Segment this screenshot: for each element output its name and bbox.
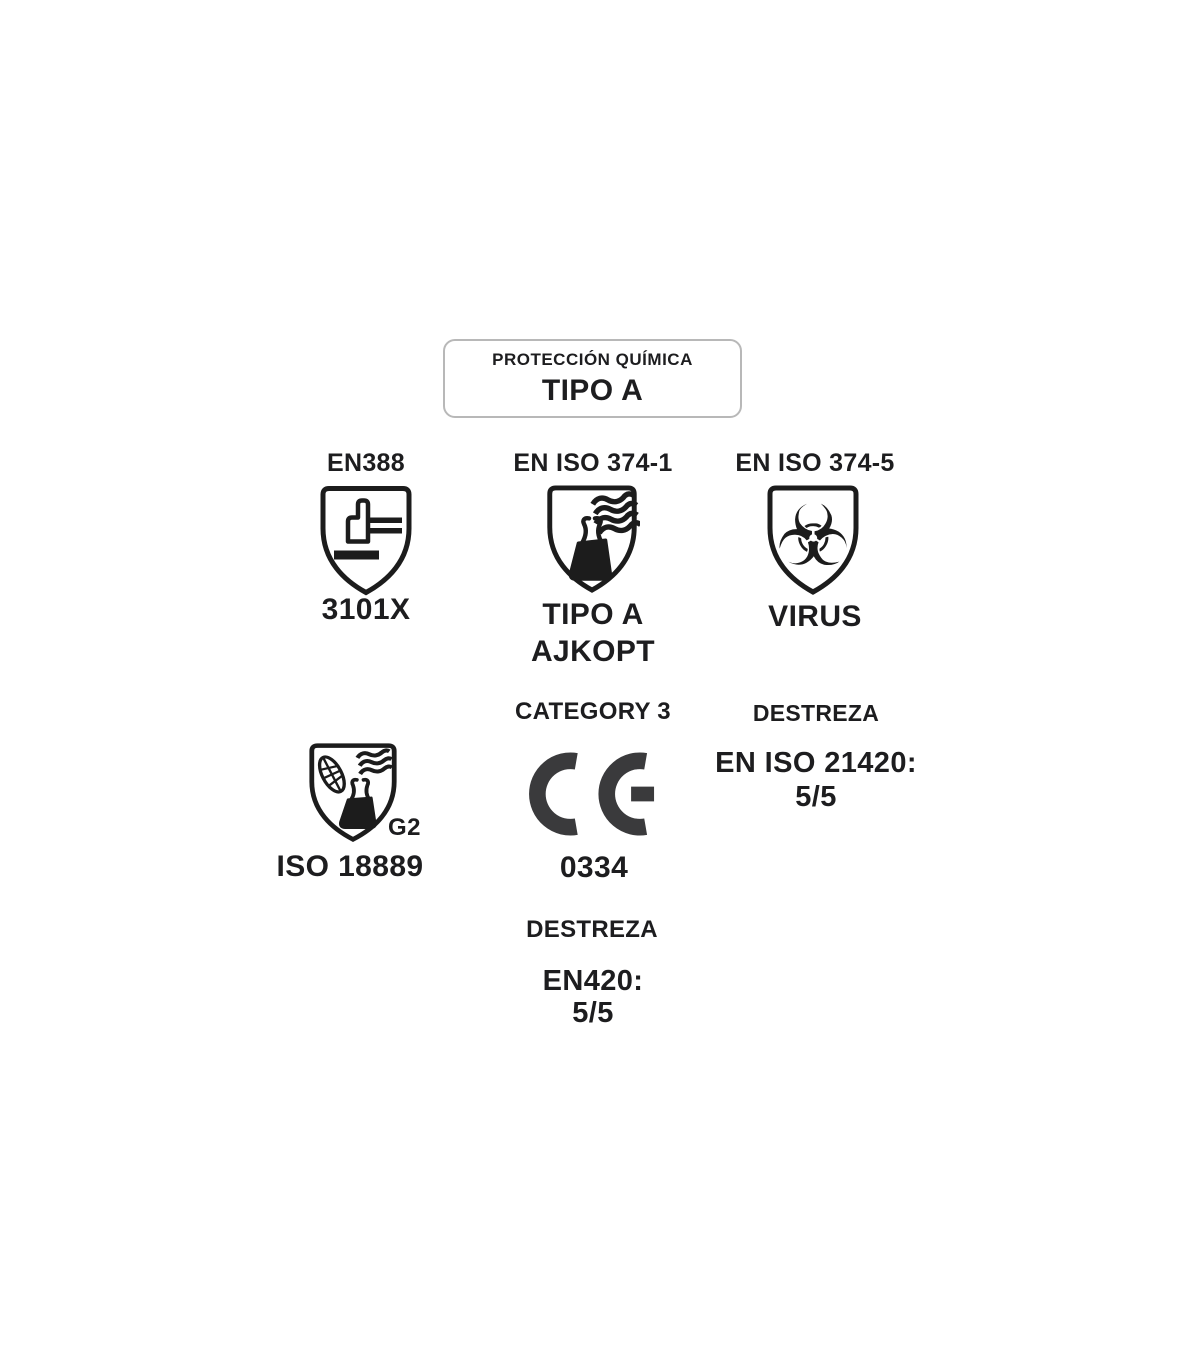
eniso374-1-standard-label: EN ISO 374-1 xyxy=(513,449,673,477)
ce-category-label: CATEGORY 3 xyxy=(515,698,671,725)
dexterity-rating-value: 5/5 xyxy=(795,781,837,813)
biohazard-shield: ☣ xyxy=(765,484,861,596)
en388-standard-label: EN388 xyxy=(327,449,405,477)
dexterity-label: DESTREZA xyxy=(752,700,880,726)
eniso374-1-type-value: TIPO A xyxy=(542,598,644,631)
protection-category-label: PROTECCIÓN QUÍMICA xyxy=(492,349,693,369)
eniso374-1-chemicals-value: AJKOPT xyxy=(530,635,656,668)
bottom-dexterity-rating-value: 5/5 xyxy=(572,997,614,1029)
bottom-dexterity-standard-value: EN420: xyxy=(542,965,644,997)
bottom-dexterity-label: DESTREZA xyxy=(526,916,658,943)
dexterity-standard-value: EN ISO 21420: xyxy=(715,747,917,779)
ce-mark-icon xyxy=(529,752,655,836)
eniso374-5-virus-value: VIRUS xyxy=(768,600,862,633)
protection-type-label: TIPO A xyxy=(541,373,644,407)
iso18889-grade-label: G2 xyxy=(388,814,422,841)
shield-outline xyxy=(767,485,859,595)
iso18889-standard-value: ISO 18889 xyxy=(276,850,424,883)
biohazard-icon: ☣ xyxy=(775,486,851,585)
leaf-flask-icon xyxy=(309,743,397,842)
ce-notified-body-value: 0334 xyxy=(559,851,629,884)
chemical-flask-icon xyxy=(547,485,640,593)
mechanical-hazard-icon xyxy=(320,486,412,596)
protection-type-box: PROTECCIÓN QUÍMICA TIPO A xyxy=(443,339,742,418)
en388-performance-value: 3101X xyxy=(321,593,411,626)
eniso374-5-standard-label: EN ISO 374-5 xyxy=(735,449,895,477)
